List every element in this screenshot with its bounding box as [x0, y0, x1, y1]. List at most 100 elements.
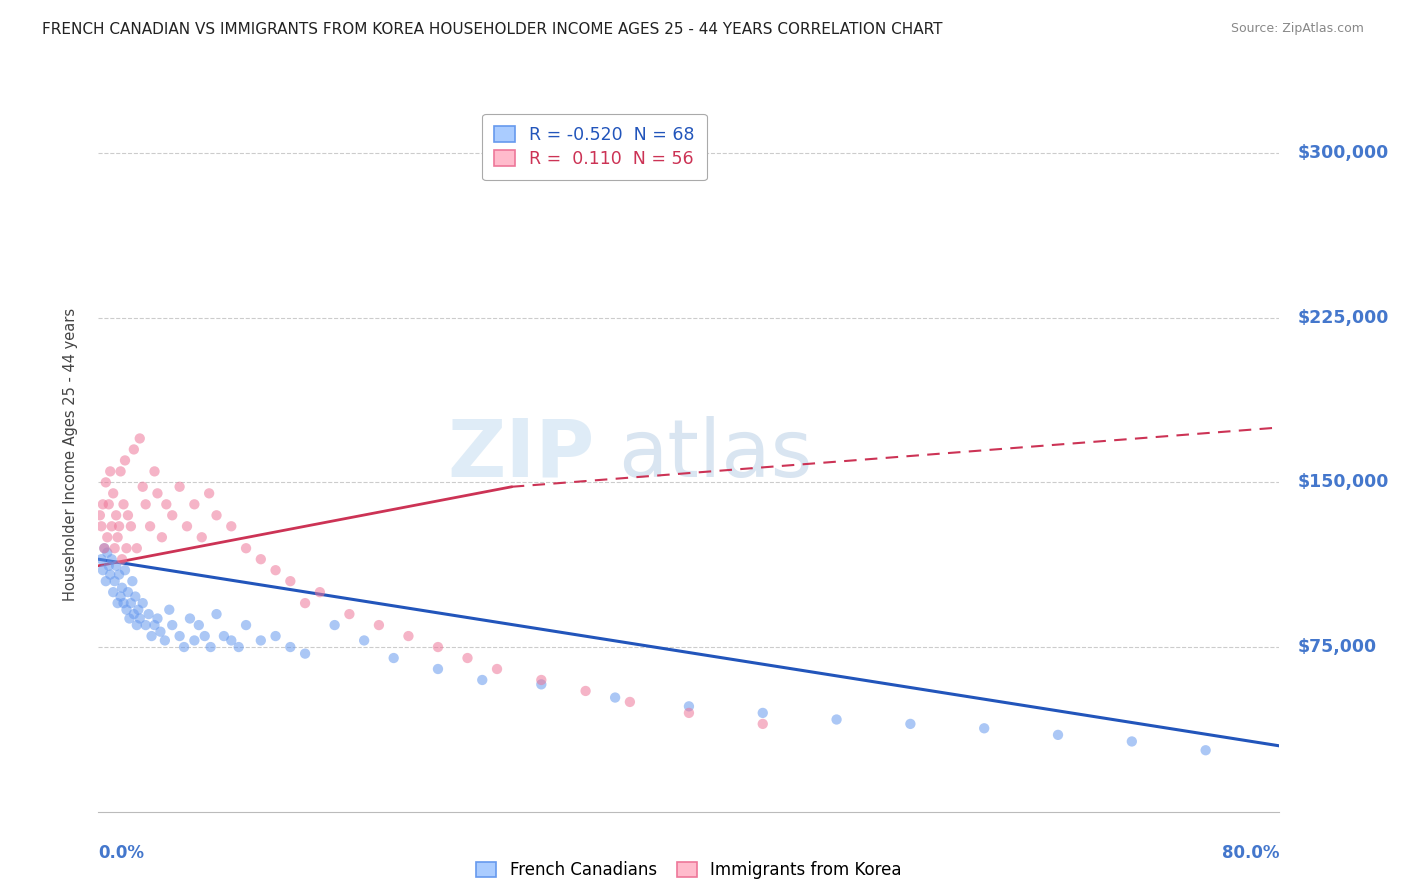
- Point: [139, 519, 162, 533]
- Point: [353, 633, 375, 648]
- Point: [264, 629, 287, 643]
- Point: [104, 541, 127, 556]
- Point: [97, 558, 120, 573]
- Point: [205, 607, 228, 621]
- Point: [1195, 743, 1218, 757]
- Point: [162, 618, 183, 632]
- Point: [187, 618, 209, 632]
- Point: [1121, 734, 1143, 748]
- Point: [93, 541, 115, 556]
- Point: [103, 585, 125, 599]
- Point: [122, 607, 145, 621]
- Point: [191, 530, 214, 544]
- Point: [114, 453, 136, 467]
- Point: [678, 699, 700, 714]
- Point: [264, 563, 287, 577]
- Text: 80.0%: 80.0%: [1222, 844, 1279, 862]
- Point: [110, 464, 132, 478]
- Point: [143, 618, 166, 632]
- Point: [97, 497, 120, 511]
- Point: [149, 624, 172, 639]
- Point: [127, 603, 149, 617]
- Text: $300,000: $300,000: [1298, 144, 1389, 162]
- Point: [117, 585, 139, 599]
- Point: [105, 558, 128, 573]
- Point: [146, 611, 169, 625]
- Point: [132, 596, 155, 610]
- Point: [100, 519, 122, 533]
- Point: [530, 677, 553, 691]
- Point: [751, 717, 773, 731]
- Point: [162, 508, 183, 523]
- Point: [105, 508, 128, 523]
- Point: [120, 519, 142, 533]
- Point: [112, 497, 135, 511]
- Text: $150,000: $150,000: [1298, 474, 1389, 491]
- Point: [169, 629, 191, 643]
- Point: [278, 574, 302, 589]
- Point: [219, 519, 242, 533]
- Point: [486, 662, 509, 676]
- Point: [108, 567, 131, 582]
- Point: [138, 607, 160, 621]
- Point: [114, 563, 136, 577]
- Point: [132, 480, 155, 494]
- Text: 0.0%: 0.0%: [98, 844, 145, 862]
- Point: [169, 480, 191, 494]
- Point: [91, 563, 114, 577]
- Point: [183, 633, 205, 648]
- Point: [219, 633, 242, 648]
- Point: [94, 574, 117, 589]
- Point: [90, 519, 112, 533]
- Point: [205, 508, 228, 523]
- Point: [368, 618, 391, 632]
- Point: [155, 497, 177, 511]
- Point: [294, 647, 316, 661]
- Point: [198, 486, 221, 500]
- Point: [309, 585, 332, 599]
- Point: [751, 706, 773, 720]
- Point: [98, 464, 121, 478]
- Point: [125, 541, 148, 556]
- Point: [110, 590, 132, 604]
- Text: atlas: atlas: [619, 416, 813, 494]
- Point: [93, 541, 115, 556]
- Point: [107, 596, 129, 610]
- Point: [825, 713, 848, 727]
- Point: [973, 721, 995, 735]
- Point: [278, 640, 302, 654]
- Point: [100, 552, 122, 566]
- Point: [120, 596, 142, 610]
- Point: [323, 618, 346, 632]
- Point: [250, 633, 273, 648]
- Point: [212, 629, 235, 643]
- Point: [111, 552, 134, 566]
- Point: [194, 629, 217, 643]
- Point: [125, 618, 148, 632]
- Text: FRENCH CANADIAN VS IMMIGRANTS FROM KOREA HOUSEHOLDER INCOME AGES 25 - 44 YEARS C: FRENCH CANADIAN VS IMMIGRANTS FROM KOREA…: [42, 22, 942, 37]
- Point: [396, 629, 419, 643]
- Point: [135, 497, 157, 511]
- Point: [1046, 728, 1069, 742]
- Point: [427, 662, 450, 676]
- Point: [94, 475, 117, 490]
- Point: [337, 607, 360, 621]
- Point: [619, 695, 641, 709]
- Point: [294, 596, 316, 610]
- Point: [382, 651, 405, 665]
- Point: [96, 546, 118, 560]
- Y-axis label: Householder Income Ages 25 - 44 years: Householder Income Ages 25 - 44 years: [63, 309, 77, 601]
- Point: [678, 706, 700, 720]
- Point: [250, 552, 273, 566]
- Point: [104, 574, 127, 589]
- Point: [107, 530, 129, 544]
- Point: [96, 530, 118, 544]
- Point: [122, 442, 145, 457]
- Point: [143, 464, 166, 478]
- Point: [173, 640, 195, 654]
- Legend: French Canadians, Immigrants from Korea: French Canadians, Immigrants from Korea: [470, 855, 908, 886]
- Point: [141, 629, 163, 643]
- Point: [108, 519, 131, 533]
- Point: [150, 530, 173, 544]
- Point: [146, 486, 169, 500]
